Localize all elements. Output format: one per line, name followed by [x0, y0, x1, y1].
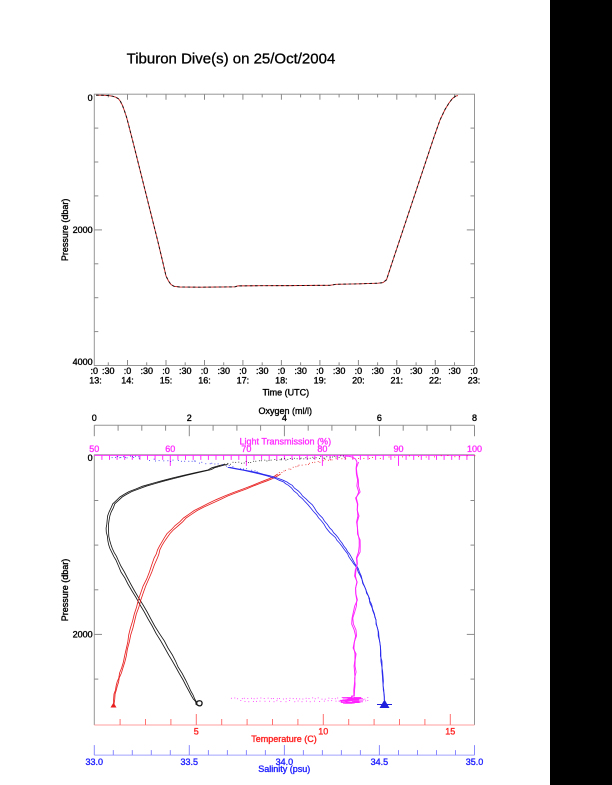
- svg-text:20:: 20:: [352, 376, 365, 386]
- svg-text:18:: 18:: [275, 376, 288, 386]
- svg-text:33.0: 33.0: [86, 757, 104, 767]
- svg-text:22:: 22:: [429, 376, 442, 386]
- svg-text:50: 50: [89, 444, 99, 454]
- svg-text:17:: 17:: [237, 376, 250, 386]
- svg-text::0: :0: [124, 366, 132, 376]
- svg-text:Salinity (psu): Salinity (psu): [258, 764, 310, 774]
- svg-text:35.0: 35.0: [466, 757, 484, 767]
- svg-text:Light Transmission (%): Light Transmission (%): [240, 437, 332, 447]
- svg-text::0: :0: [91, 366, 99, 376]
- svg-text:Tiburon Dive(s) on 25/Oct/2004: Tiburon Dive(s) on 25/Oct/2004: [127, 50, 336, 67]
- svg-text:16:: 16:: [198, 376, 211, 386]
- svg-text:90: 90: [393, 444, 403, 454]
- svg-text::30: :30: [371, 366, 384, 376]
- svg-text::30: :30: [294, 366, 307, 376]
- svg-text::0: :0: [239, 366, 247, 376]
- svg-text:4: 4: [282, 413, 287, 423]
- svg-text:70: 70: [241, 444, 251, 454]
- svg-text:Oxygen (ml/l): Oxygen (ml/l): [258, 406, 312, 416]
- svg-text::30: :30: [448, 366, 461, 376]
- svg-text:15: 15: [445, 727, 455, 737]
- svg-text::30: :30: [410, 366, 423, 376]
- svg-text:0: 0: [88, 93, 93, 103]
- svg-text:Pressure (dbar): Pressure (dbar): [60, 199, 70, 262]
- svg-text:15:: 15:: [160, 376, 173, 386]
- svg-text::0: :0: [278, 366, 286, 376]
- svg-text:Pressure (dbar): Pressure (dbar): [60, 559, 70, 622]
- svg-text:4000: 4000: [73, 357, 93, 367]
- svg-text::30: :30: [256, 366, 269, 376]
- svg-text::0: :0: [355, 366, 363, 376]
- svg-text:8: 8: [472, 413, 477, 423]
- svg-text:2: 2: [187, 413, 192, 423]
- svg-text:80: 80: [317, 444, 327, 454]
- svg-text::30: :30: [102, 366, 115, 376]
- svg-text:6: 6: [377, 413, 382, 423]
- svg-text::30: :30: [140, 366, 153, 376]
- svg-text:100: 100: [467, 444, 482, 454]
- svg-text:14:: 14:: [121, 376, 134, 386]
- svg-text:19:: 19:: [314, 376, 327, 386]
- svg-text:Time (UTC): Time (UTC): [262, 388, 309, 398]
- svg-text::30: :30: [333, 366, 346, 376]
- svg-text:0: 0: [88, 453, 93, 463]
- svg-text:10: 10: [318, 727, 328, 737]
- svg-text:23:: 23:: [468, 376, 481, 386]
- svg-text::0: :0: [316, 366, 324, 376]
- svg-text::30: :30: [217, 366, 230, 376]
- svg-text:5: 5: [194, 727, 199, 737]
- svg-text:0: 0: [92, 413, 97, 423]
- svg-text:Temperature (C): Temperature (C): [251, 734, 317, 744]
- svg-text:13:: 13:: [89, 376, 102, 386]
- svg-text:34.5: 34.5: [371, 757, 389, 767]
- svg-text:2000: 2000: [73, 630, 93, 640]
- svg-text::30: :30: [179, 366, 192, 376]
- svg-text::0: :0: [162, 366, 170, 376]
- svg-text::0: :0: [201, 366, 209, 376]
- svg-text::0: :0: [393, 366, 401, 376]
- svg-text:21:: 21:: [391, 376, 404, 386]
- svg-text::0: :0: [432, 366, 440, 376]
- svg-text:33.5: 33.5: [181, 757, 199, 767]
- svg-text::0: :0: [470, 366, 478, 376]
- svg-text:34.0: 34.0: [276, 757, 294, 767]
- svg-text:2000: 2000: [73, 225, 93, 235]
- svg-text:60: 60: [165, 444, 175, 454]
